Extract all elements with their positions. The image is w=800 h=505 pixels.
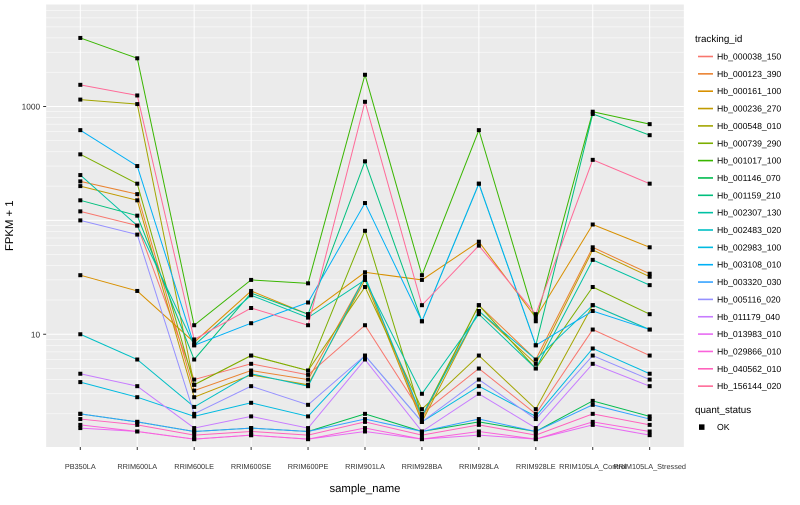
svg-text:Hb_003108_010: Hb_003108_010	[717, 260, 781, 270]
svg-text:Hb_013983_010: Hb_013983_010	[717, 329, 781, 339]
svg-text:tracking_id: tracking_id	[695, 34, 742, 45]
svg-text:Hb_005116_020: Hb_005116_020	[717, 294, 781, 304]
svg-text:RRIM901LA: RRIM901LA	[345, 462, 385, 471]
svg-text:Hb_000739_290: Hb_000739_290	[717, 138, 781, 148]
svg-text:Hb_000236_270: Hb_000236_270	[717, 104, 781, 114]
svg-text:RRIM928LA: RRIM928LA	[459, 462, 499, 471]
svg-text:Hb_156144_020: Hb_156144_020	[717, 381, 781, 391]
svg-text:FPKM + 1: FPKM + 1	[4, 200, 16, 251]
svg-text:RRIM600PE: RRIM600PE	[288, 462, 329, 471]
svg-text:Hb_002307_130: Hb_002307_130	[717, 208, 781, 218]
svg-text:Hb_001146_070: Hb_001146_070	[717, 173, 781, 183]
svg-text:RRIM600LA: RRIM600LA	[117, 462, 157, 471]
svg-text:RRIM105LA_Stressed: RRIM105LA_Stressed	[613, 462, 686, 471]
svg-text:Hb_000038_150: Hb_000038_150	[717, 52, 781, 62]
svg-text:Hb_000123_390: Hb_000123_390	[717, 69, 781, 79]
svg-text:RRIM600SE: RRIM600SE	[231, 462, 272, 471]
svg-text:Hb_000161_100: Hb_000161_100	[717, 86, 781, 96]
svg-text:Hb_001159_210: Hb_001159_210	[717, 190, 781, 200]
svg-text:1000: 1000	[22, 102, 41, 112]
svg-text:RRIM928BA: RRIM928BA	[402, 462, 443, 471]
svg-text:quant_status: quant_status	[695, 405, 751, 416]
svg-text:Hb_029866_010: Hb_029866_010	[717, 346, 781, 356]
svg-text:Hb_001017_100: Hb_001017_100	[717, 156, 781, 166]
svg-text:Hb_002983_100: Hb_002983_100	[717, 242, 781, 252]
svg-text:10: 10	[31, 329, 41, 339]
svg-text:Hb_003320_030: Hb_003320_030	[717, 277, 781, 287]
svg-text:OK: OK	[717, 422, 730, 432]
svg-text:Hb_002483_020: Hb_002483_020	[717, 225, 781, 235]
svg-text:Hb_011179_040: Hb_011179_040	[717, 312, 780, 322]
svg-text:Hb_000548_010: Hb_000548_010	[717, 121, 781, 131]
svg-text:RRIM600LE: RRIM600LE	[174, 462, 214, 471]
svg-text:RRIM928LE: RRIM928LE	[516, 462, 556, 471]
svg-text:sample_name: sample_name	[330, 483, 401, 495]
svg-text:PB350LA: PB350LA	[65, 462, 96, 471]
svg-text:Hb_040562_010: Hb_040562_010	[717, 364, 781, 374]
